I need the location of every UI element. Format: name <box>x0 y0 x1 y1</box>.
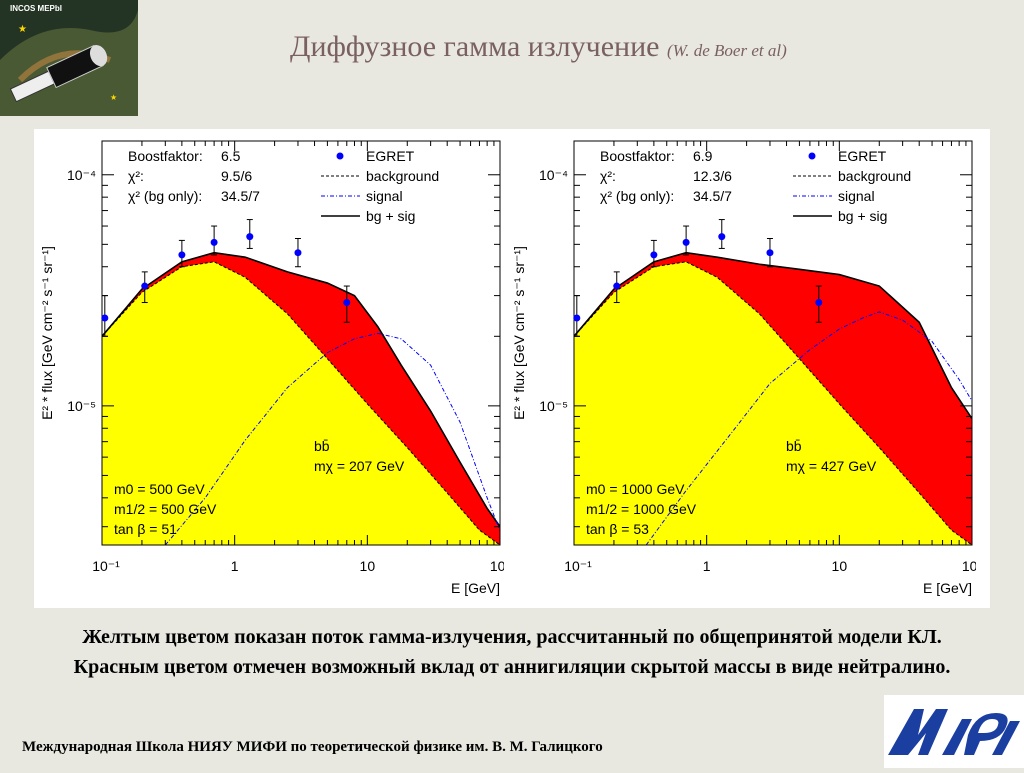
annotations: bb̄ mχ = 207 GeV m0 = 500 GeV m1/2 = 500 Ge… <box>114 438 405 537</box>
annotation-param: m1/2 = 1000 GeV <box>586 501 697 517</box>
annotation-mchi: mχ = 427 GeV <box>786 458 877 474</box>
annotation-param: m0 = 1000 GeV <box>586 481 685 497</box>
legend: EGRET background signal bg + sig <box>793 148 911 224</box>
mifi-logo <box>884 695 1024 768</box>
egret-point <box>682 238 690 246</box>
plot-frame <box>101 140 501 546</box>
y-axis-label: E² * flux [GeV cm⁻² s⁻¹ sr⁻¹] <box>511 246 527 420</box>
egret-point <box>613 282 621 290</box>
x-tick-label: 10⁻¹ <box>564 558 592 574</box>
stats-box: Boostfaktor: 6.9 χ²: 12.3/6 χ² (bg only): 34.… <box>600 148 732 204</box>
background-area <box>574 261 972 545</box>
legend-label: EGRET <box>838 148 887 164</box>
annotation-channel: bb̄ <box>314 438 330 454</box>
legend-label: EGRET <box>366 148 415 164</box>
slide-caption: Желтым цветом показан поток гамма-излуче… <box>73 626 951 678</box>
bg-sig-line <box>574 251 972 420</box>
x-tick-label: 10² <box>962 558 976 574</box>
y-tick-label: 10⁻⁴ <box>539 167 568 183</box>
egret-point <box>650 251 658 259</box>
page-title: Диффузное гамма излучение (W. de Boer et… <box>290 30 787 64</box>
background-area <box>102 261 500 545</box>
title-reference: (W. de Boer et al) <box>666 41 787 60</box>
legend-label: bg + sig <box>838 208 887 224</box>
egret-point <box>343 299 351 307</box>
mifi-logo-icon <box>888 709 1020 755</box>
legend-marker-egret <box>808 152 816 160</box>
stat-value: 6.5 <box>221 148 241 164</box>
y-axis-label: E² * flux [GeV cm⁻² s⁻¹ sr⁻¹] <box>39 246 55 420</box>
y-axis: 10⁻⁴ 10⁻⁵ E² * flux [GeV cm⁻² s⁻¹ sr⁻¹] <box>39 167 500 528</box>
stat-label: Boostfaktor: <box>128 148 203 164</box>
egret-point <box>141 282 149 290</box>
x-tick-label: 1 <box>703 558 711 574</box>
stat-label: χ²: <box>600 168 616 184</box>
stats-box: Boostfaktor: 6.5 χ²: 9.5/6 χ² (bg only): 34.5… <box>128 148 260 204</box>
y-tick-label: 10⁻⁵ <box>539 398 568 414</box>
egret-point <box>573 314 581 322</box>
background-line <box>574 261 972 545</box>
satellite-icon: ★ ★ <box>0 0 138 116</box>
x-tick-label: 10 <box>360 558 376 574</box>
egret-point <box>178 251 186 259</box>
stat-label: χ² (bg only): <box>600 188 674 204</box>
background-line <box>102 261 500 545</box>
svg-text:★: ★ <box>18 24 27 35</box>
charts-panel: 10⁻¹ 1 10 10² E [GeV] 10⁻⁴ 10⁻⁵ E² * flux [GeV … <box>34 129 990 608</box>
bg-sig-line <box>102 251 500 528</box>
x-axis-label: E [GeV] <box>923 580 972 596</box>
annotation-param: m1/2 = 500 GeV <box>114 501 217 517</box>
plot-frame <box>573 140 973 546</box>
legend-marker-egret <box>336 152 344 160</box>
stat-value: 6.9 <box>693 148 713 164</box>
x-axis: 10⁻¹ 1 10 10² E [GeV] <box>564 141 976 596</box>
x-axis-label: E [GeV] <box>451 580 500 596</box>
stat-label: χ² (bg only): <box>128 188 202 204</box>
stat-value: 34.5/7 <box>693 188 732 204</box>
x-tick-label: 1 <box>231 558 239 574</box>
y-tick-label: 10⁻⁵ <box>67 398 96 414</box>
egret-point <box>210 238 218 246</box>
egret-point <box>294 249 302 257</box>
stat-label: Boostfaktor: <box>600 148 675 164</box>
annotation-mchi: mχ = 207 GeV <box>314 458 405 474</box>
chart-right: 10⁻¹ 1 10 10² E [GeV] 10⁻⁴ 10⁻⁵ E² * flux [GeV … <box>511 140 976 596</box>
incos-logo: ★ ★ INCOS MEPbI <box>0 0 138 116</box>
egret-point <box>246 233 254 241</box>
legend-label: background <box>366 168 439 184</box>
legend-label: signal <box>366 188 403 204</box>
title-text: Диффузное гамма излучение <box>290 30 660 63</box>
egret-point <box>101 314 109 322</box>
legend-label: bg + sig <box>366 208 415 224</box>
x-tick-label: 10 <box>832 558 848 574</box>
egret-point <box>815 299 823 307</box>
annotations: bb̄ mχ = 427 GeV m0 = 1000 GeV m1/2 = 1000 … <box>586 438 877 537</box>
egret-point <box>718 233 726 241</box>
stat-label: χ²: <box>128 168 144 184</box>
x-tick-label: 10⁻¹ <box>92 558 120 574</box>
x-tick-label: 10² <box>490 558 504 574</box>
y-tick-label: 10⁻⁴ <box>67 167 96 183</box>
annotation-channel: bb̄ <box>786 438 802 454</box>
y-axis: 10⁻⁴ 10⁻⁵ E² * flux [GeV cm⁻² s⁻¹ sr⁻¹] <box>511 167 972 528</box>
egret-points <box>101 219 351 337</box>
legend: EGRET background signal bg + sig <box>321 148 439 224</box>
chart-left: 10⁻¹ 1 10 10² E [GeV] 10⁻⁴ 10⁻⁵ E² * flux [GeV … <box>39 140 510 596</box>
annotation-param: m0 = 500 GeV <box>114 481 205 497</box>
stat-value: 34.5/7 <box>221 188 260 204</box>
signal-line <box>645 311 972 545</box>
logo-label: INCOS MEPbI <box>10 4 63 13</box>
stat-value: 9.5/6 <box>221 168 252 184</box>
stat-value: 12.3/6 <box>693 168 732 184</box>
footer-text: Международная Школа НИЯУ МИФИ по теорети… <box>22 739 603 755</box>
legend-label: signal <box>838 188 875 204</box>
egret-point <box>766 249 774 257</box>
svg-text:★: ★ <box>110 93 117 102</box>
egret-points <box>573 219 823 337</box>
annotation-param: tan β = 53 <box>586 521 649 537</box>
signal-line <box>164 332 500 545</box>
annotation-param: tan β = 51 <box>114 521 177 537</box>
legend-label: background <box>838 168 911 184</box>
